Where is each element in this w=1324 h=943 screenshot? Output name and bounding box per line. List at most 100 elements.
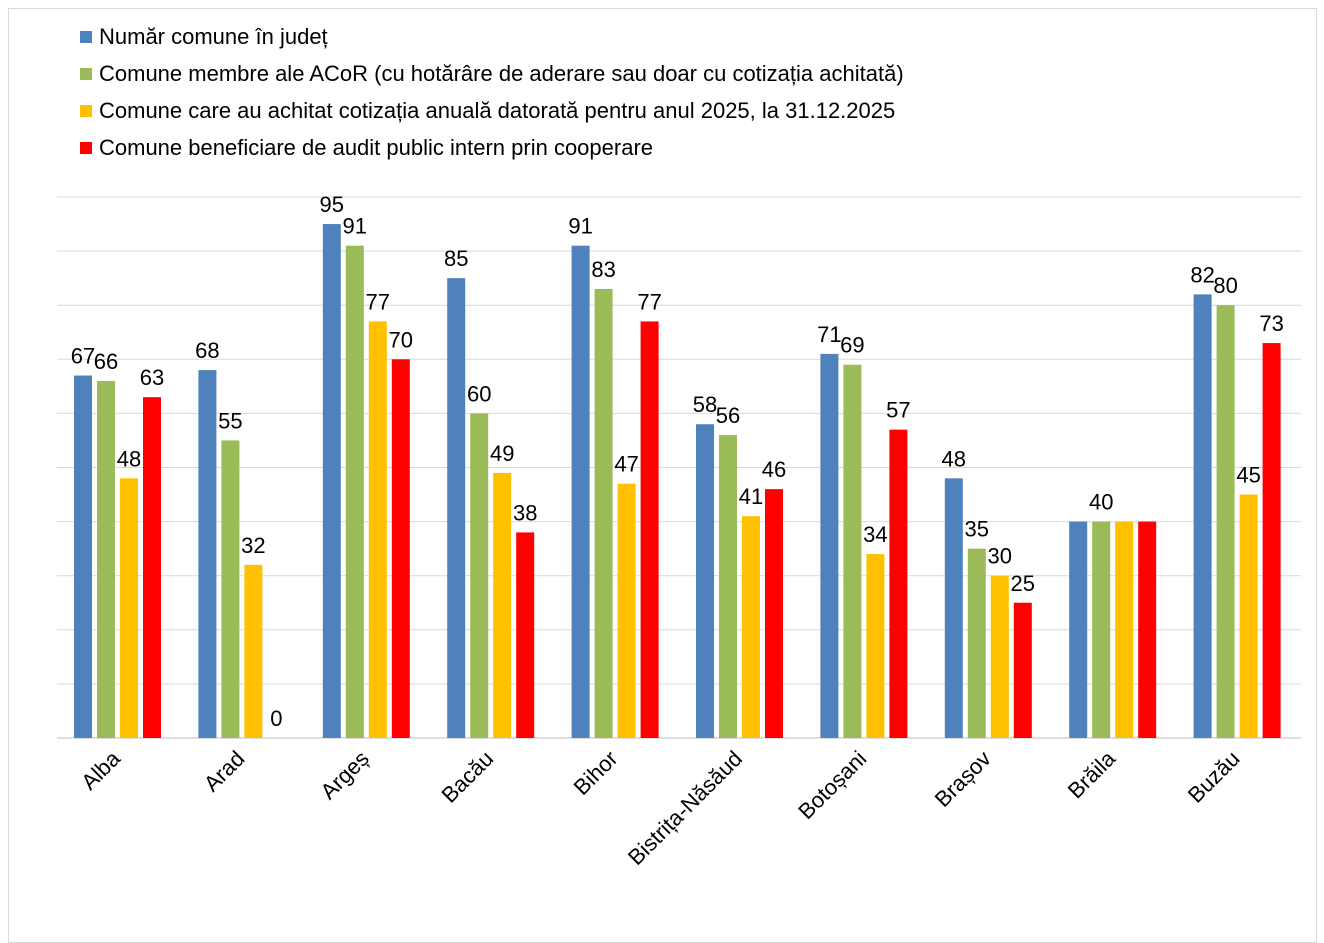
bar (820, 353, 839, 738)
data-label: 40 (1089, 490, 1113, 515)
bar (944, 478, 963, 738)
data-label: 60 (467, 381, 491, 406)
bar (345, 245, 364, 738)
bar (594, 288, 613, 738)
bar (990, 575, 1009, 738)
bar (1013, 602, 1032, 738)
bar (1115, 521, 1134, 738)
data-label: 25 (1011, 571, 1035, 596)
bar (1262, 343, 1281, 738)
bar (1193, 294, 1212, 738)
data-label: 30 (988, 544, 1012, 569)
data-label: 47 (614, 452, 638, 477)
category-label: Brăila (1063, 745, 1121, 803)
category-label: Botoșani (793, 746, 871, 824)
legend-label: Comune care au achitat cotizația anuală … (99, 97, 896, 123)
data-label: 82 (1190, 262, 1214, 287)
chart-legend: Număr comune în județ Comune membre ale … (80, 18, 904, 166)
category-label: Bihor (569, 746, 623, 800)
bar (617, 483, 636, 738)
bar (391, 359, 410, 738)
bar (143, 397, 161, 738)
bar (322, 224, 341, 739)
bar (889, 429, 908, 738)
data-label: 71 (817, 322, 841, 347)
data-label: 77 (637, 289, 661, 314)
legend-label: Comune beneficiare de audit public inter… (99, 134, 654, 160)
data-label: 70 (389, 327, 413, 352)
data-label: 58 (693, 392, 717, 417)
category-label: Bistrița-Năsăud (623, 746, 747, 870)
legend-swatch (80, 141, 92, 154)
category-label: Alba (76, 745, 125, 794)
data-label: 66 (94, 349, 118, 374)
legend-entry: Număr comune în județ (80, 18, 904, 55)
legend-swatch (80, 67, 92, 80)
data-label: 77 (366, 289, 390, 314)
bar (493, 472, 512, 738)
bar (866, 554, 885, 738)
data-label: 45 (1236, 463, 1260, 488)
bar (742, 516, 760, 738)
bar (843, 364, 862, 738)
data-label: 48 (117, 446, 141, 471)
legend-swatch (80, 30, 92, 43)
data-label: 35 (965, 517, 989, 542)
bar (447, 278, 466, 738)
category-label: Brașov (930, 746, 996, 812)
legend-label: Comune membre ale ACoR (cu hotărâre de a… (99, 60, 904, 86)
data-label: 91 (343, 214, 367, 239)
data-label: 57 (886, 398, 910, 423)
data-label: 63 (140, 365, 164, 390)
category-label: Argeș (316, 746, 374, 804)
data-label: 38 (513, 500, 537, 525)
bar (765, 489, 783, 738)
bar (470, 413, 489, 738)
bar (198, 370, 217, 738)
legend-entry: Comune care au achitat cotizația anuală … (80, 92, 904, 129)
bar (1239, 494, 1258, 738)
bar (1138, 521, 1157, 738)
bar (967, 548, 986, 738)
bar (97, 380, 115, 738)
data-label: 41 (739, 484, 763, 509)
bar (244, 564, 263, 738)
legend-label: Număr comune în județ (99, 23, 328, 49)
data-label: 34 (863, 522, 887, 547)
data-label: 85 (444, 246, 468, 271)
category-label: Buzău (1183, 746, 1245, 808)
bar (74, 375, 92, 738)
data-label: 0 (270, 706, 282, 731)
bar (719, 435, 737, 738)
data-label: 56 (716, 403, 740, 428)
legend-entry: Comune beneficiare de audit public inter… (80, 129, 904, 166)
bar (696, 424, 714, 738)
data-label: 80 (1213, 273, 1237, 298)
data-label: 69 (840, 333, 864, 358)
bar (1092, 521, 1111, 738)
data-label: 68 (195, 338, 219, 363)
data-label: 55 (218, 408, 242, 433)
data-label: 49 (490, 441, 514, 466)
bar (368, 321, 387, 738)
bar (640, 321, 659, 738)
bar (120, 478, 138, 738)
data-label: 67 (71, 344, 95, 369)
bar (221, 440, 240, 738)
bar (1216, 305, 1235, 738)
data-label: 73 (1259, 311, 1283, 336)
category-label: Arad (199, 746, 250, 797)
bar (1069, 521, 1088, 738)
legend-swatch (80, 104, 92, 117)
legend-entry: Comune membre ale ACoR (cu hotărâre de a… (80, 55, 904, 92)
data-label: 32 (241, 533, 265, 558)
category-label: Bacău (436, 746, 498, 808)
data-label: 46 (762, 457, 786, 482)
bar (571, 245, 590, 738)
bar (516, 532, 535, 738)
data-label: 95 (320, 192, 344, 217)
data-label: 48 (942, 446, 966, 471)
data-label: 83 (591, 257, 615, 282)
data-label: 91 (568, 214, 592, 239)
